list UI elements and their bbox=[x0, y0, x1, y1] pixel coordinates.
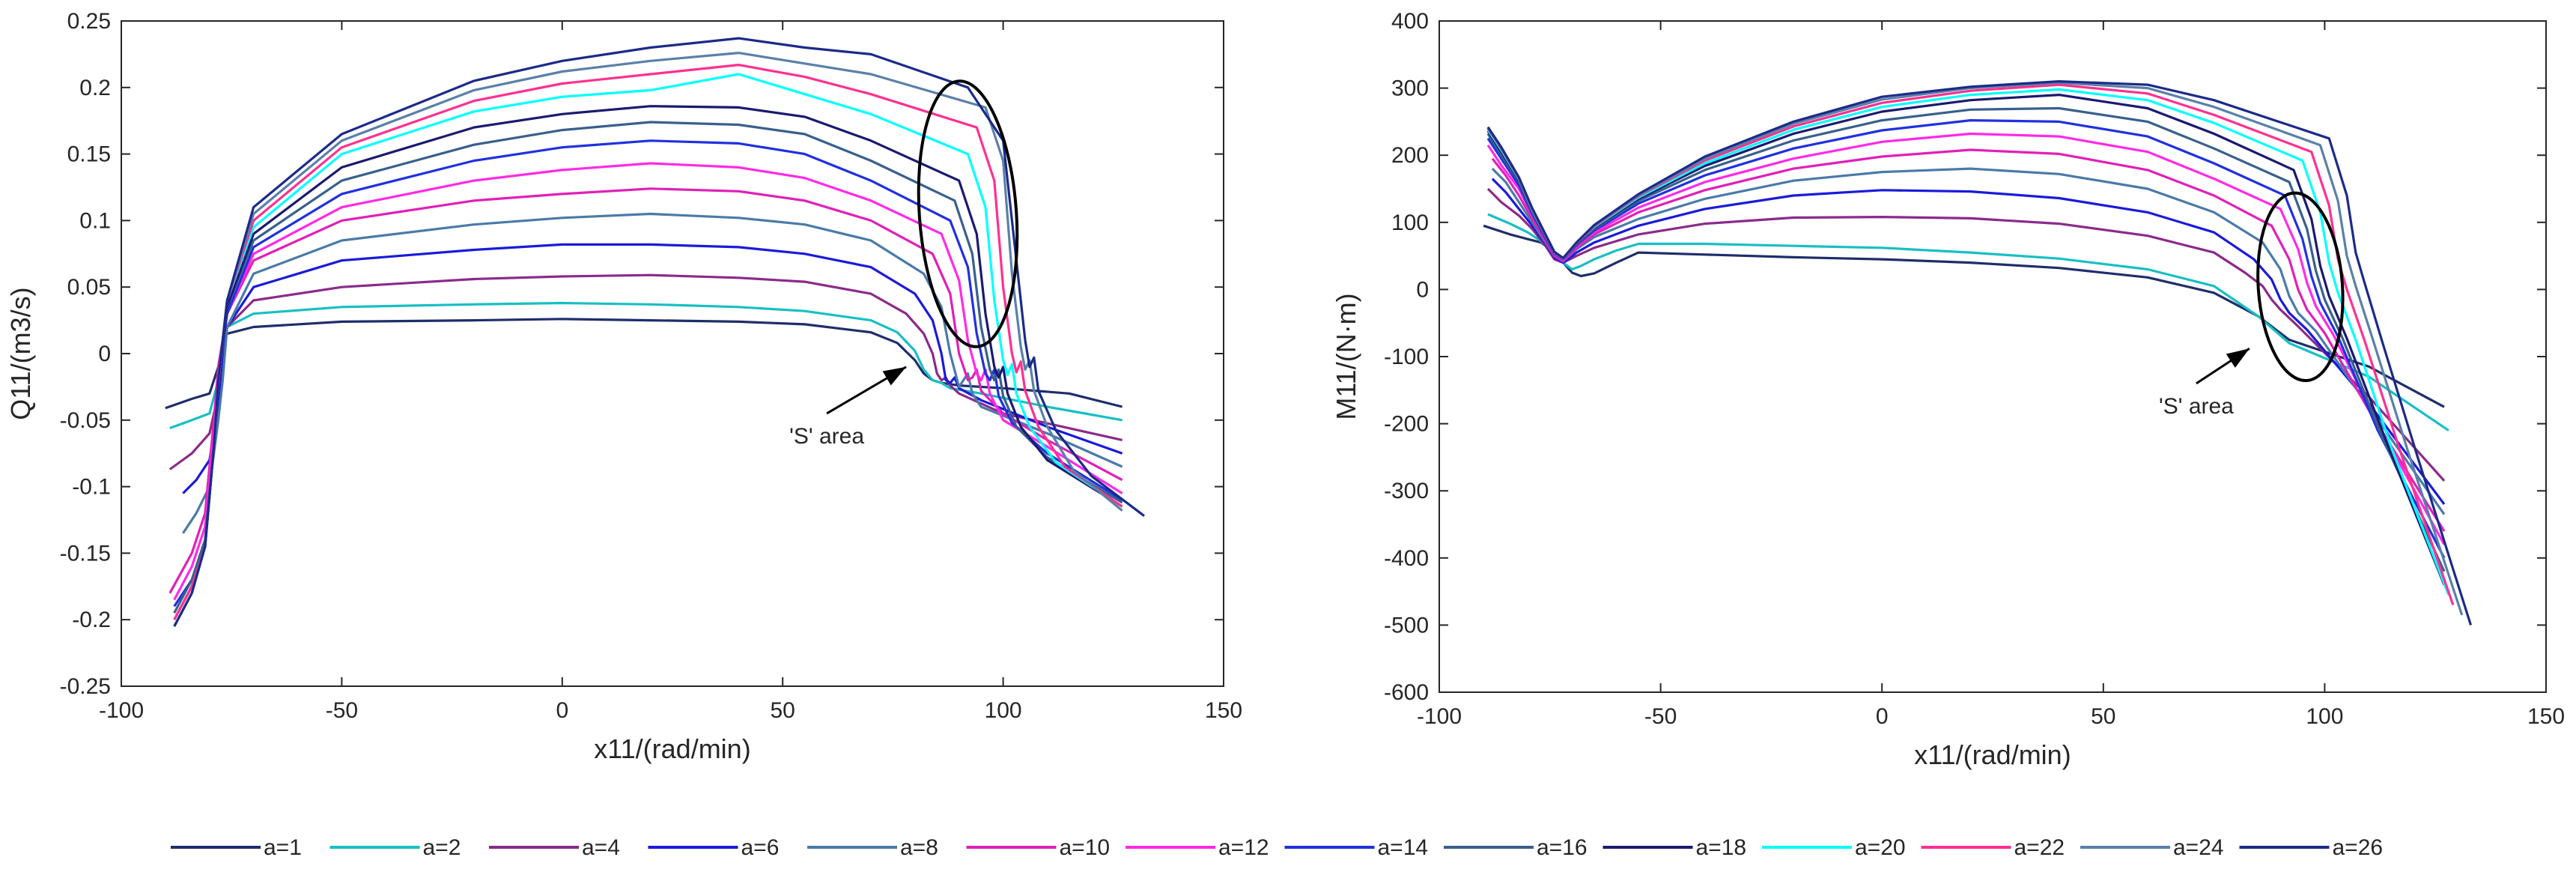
y-tick-label: -0.15 bbox=[60, 541, 111, 566]
y-tick-label: 0.05 bbox=[67, 275, 111, 300]
y-tick-label: -200 bbox=[1384, 412, 1429, 437]
y-tick-label: -0.2 bbox=[72, 608, 111, 632]
y-tick-label: 0.15 bbox=[67, 142, 111, 167]
x-tick-label: 100 bbox=[985, 698, 1022, 723]
legend-label: a=14 bbox=[1378, 835, 1429, 860]
legend-label: a=20 bbox=[1855, 835, 1906, 860]
y-tick-label: -100 bbox=[1384, 345, 1429, 369]
y-axis-label: M11/(N·m) bbox=[1331, 293, 1361, 420]
x-tick-label: 50 bbox=[771, 698, 795, 723]
y-tick-label: 100 bbox=[1391, 211, 1429, 235]
x-tick-label: 150 bbox=[1205, 698, 1242, 723]
x-tick-label: 0 bbox=[1876, 704, 1889, 729]
legend-label: a=26 bbox=[2333, 835, 2384, 860]
x-tick-label: -50 bbox=[326, 698, 358, 723]
legend-label: a=1 bbox=[264, 835, 302, 860]
s-area-ellipse bbox=[917, 79, 1019, 348]
annotation-arrow-head bbox=[2226, 348, 2250, 368]
legend-label: a=6 bbox=[741, 835, 780, 860]
legend-label: a=4 bbox=[582, 835, 620, 860]
chart-left: -100 -50 0 50 100 150 -0.25 -0.2 -0.15 -0.1 -0.05 0… bbox=[5, 9, 1242, 764]
y-tick-label: 0.2 bbox=[79, 76, 111, 100]
y-tick-label: -0.1 bbox=[72, 475, 111, 500]
x-tick-label: 150 bbox=[2527, 704, 2565, 729]
x-tick-label: -100 bbox=[1417, 704, 1462, 729]
s-area-label: 'S' area bbox=[2159, 394, 2234, 419]
legend-label: a=10 bbox=[1060, 835, 1111, 860]
y-tick-label: 0 bbox=[98, 342, 111, 366]
x-tick-label: -50 bbox=[1644, 704, 1677, 729]
y-tick-label: -400 bbox=[1384, 546, 1429, 571]
legend-label: a=24 bbox=[2173, 835, 2224, 860]
s-area-ellipse bbox=[2256, 191, 2345, 383]
y-tick-label: -0.05 bbox=[60, 408, 111, 433]
x-tick-label: 100 bbox=[2306, 704, 2343, 729]
legend-label: a=18 bbox=[1696, 835, 1747, 860]
legend-label: a=12 bbox=[1218, 835, 1269, 860]
x-tick-label: 0 bbox=[556, 698, 568, 723]
y-tick-label: 400 bbox=[1391, 9, 1429, 34]
plot-area bbox=[121, 20, 1224, 687]
x-tick-label: -100 bbox=[99, 698, 144, 723]
y-tick-label: 0 bbox=[1416, 277, 1429, 302]
legend-label: a=2 bbox=[423, 835, 461, 860]
y-tick-label: 0.25 bbox=[67, 9, 111, 34]
s-area-label: 'S' area bbox=[789, 424, 864, 449]
x-axis-label: x11/(rad/min) bbox=[1914, 739, 2071, 770]
series-line-a=26 bbox=[1486, 80, 2473, 626]
y-tick-label: 0.1 bbox=[79, 208, 111, 233]
legend-label: a=8 bbox=[900, 835, 938, 860]
series-line-a=8 bbox=[182, 212, 1123, 534]
series-line-a=6 bbox=[182, 243, 1123, 494]
annotation-arrow-head bbox=[882, 366, 907, 386]
series-line-a=4 bbox=[1486, 187, 2446, 482]
legend-label: a=16 bbox=[1537, 835, 1588, 860]
y-tick-label: -600 bbox=[1384, 680, 1429, 705]
x-axis-label: x11/(rad/min) bbox=[594, 733, 750, 764]
y-axis-label: Q11/(m3/s) bbox=[5, 287, 36, 420]
x-tick-label: 50 bbox=[2091, 704, 2115, 729]
legend-label: a=22 bbox=[2014, 835, 2065, 860]
y-tick-label: 200 bbox=[1391, 143, 1429, 168]
series-line-a=26 bbox=[173, 37, 1145, 627]
y-tick-label: -0.25 bbox=[60, 674, 111, 699]
y-tick-label: -500 bbox=[1384, 613, 1429, 638]
legend: a=1 a=2 a=4 a=6 a=8 a=10 a=12 a=14 a=16 a=18 a=20 a… bbox=[171, 835, 2383, 860]
y-tick-label: 300 bbox=[1391, 76, 1429, 101]
y-tick-label: -300 bbox=[1384, 479, 1429, 503]
chart-right: -100 -50 0 50 100 150-600-500-400-300-200-100… bbox=[1331, 9, 2565, 770]
